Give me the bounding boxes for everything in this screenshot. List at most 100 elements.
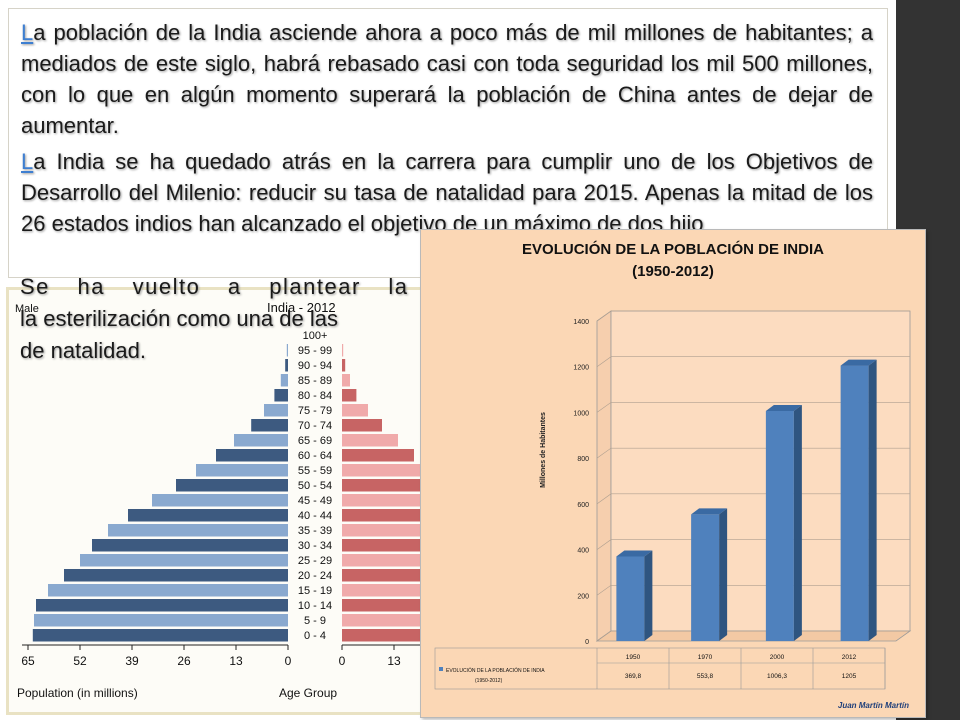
age-group-label: 50 - 54 [298,480,332,492]
data-table-legend-key [439,667,443,671]
y-tick-label: 1200 [573,365,589,372]
male-bar [128,509,288,522]
paragraph-2-text: a India se ha quedado atrás en la carrer… [21,149,873,236]
data-table-legend-sub: (1950-2012) [475,678,503,684]
bar-top [616,550,653,557]
y-tick-label: 0 [585,639,589,646]
age-group-label: 0 - 4 [304,630,326,642]
male-bar [92,539,288,552]
bar-front [616,556,645,641]
female-bar [342,449,414,462]
y-gridline [596,310,910,322]
age-group-label: 40 - 44 [298,510,332,522]
female-bar [342,599,443,612]
y-gridline [596,539,910,550]
data-table-category: 2000 [770,654,785,661]
bar-side [868,359,877,641]
age-group-label: 85 - 89 [298,375,332,387]
female-bar [342,494,443,507]
male-bar [34,614,288,627]
female-bar [342,389,357,402]
female-bar [342,344,344,357]
text-box: La población de la India asciende ahora … [8,8,888,278]
male-bar [80,554,288,567]
female-bar [342,554,443,567]
y-gridline [596,402,910,413]
female-bar [342,404,368,417]
y-axis-title: Millones de Habitantes [540,412,547,488]
bar-top [840,359,877,366]
pyramid-title: India - 2012 [267,300,336,315]
plot-left-wall [596,310,612,642]
female-bar [342,419,382,432]
female-bar [342,479,443,492]
male-bar [264,404,288,417]
male-bar [196,464,288,477]
credit-label: Juan Martín Martín [838,701,909,710]
x-tick-label: 0 [339,654,346,668]
y-gridline [596,630,910,642]
female-bar [342,464,430,477]
male-bar [108,524,288,537]
female-bar [342,569,443,582]
male-bar [64,569,288,582]
male-bar [280,374,288,387]
bar-top [765,404,802,411]
female-bar [342,539,443,552]
y-tick-label: 600 [577,502,589,509]
population-evolution-chart: EVOLUCIÓN DE LA POBLACIÓN DE INDIA (1950-… [420,229,926,718]
x-tick-label: 13 [229,654,243,668]
bar-side [719,508,728,641]
male-bar [274,389,288,402]
x-tick-label: 26 [177,654,191,668]
data-table-value: 553,8 [697,673,714,680]
bar-side [793,404,802,641]
age-group-label: 10 - 14 [298,600,332,612]
male-bar [285,359,288,372]
age-group-label: 70 - 74 [298,420,332,432]
y-tick-label: 200 [577,593,589,600]
y-tick-label: 400 [577,548,589,555]
age-group-label: 95 - 99 [298,345,332,357]
female-bar [342,434,398,447]
bar-front [691,514,720,641]
age-group-label: 55 - 59 [298,465,332,477]
age-group-label: 15 - 19 [298,585,332,597]
x-tick-label: 0 [285,654,292,668]
female-bar [342,374,350,387]
female-bar [342,584,443,597]
paragraph-1-text: a población de la India asciende ahora a… [21,20,873,138]
data-table-category: 2012 [842,654,857,661]
age-group-label: 25 - 29 [298,555,332,567]
male-bar [216,449,288,462]
evolution-chart-title: EVOLUCIÓN DE LA POBLACIÓN DE INDIA [522,240,824,258]
x-tick-label: 39 [125,654,139,668]
y-tick-label: 1000 [573,410,589,417]
male-bar [234,434,288,447]
population-evolution-svg: EVOLUCIÓN DE LA POBLACIÓN DE INDIA (1950-… [434,240,912,710]
female-bar [342,614,443,627]
y-gridline [596,447,910,459]
male-legend-label: Male [15,303,39,315]
population-pyramid-chart: Male India - 2012 100+ 95 - 99 90 - 94 85 - 8… [6,287,446,715]
age-group-label: 75 - 79 [298,405,332,417]
female-bar [342,629,443,642]
female-bar [342,524,443,537]
data-table-value: 1006,3 [767,673,787,680]
y-tick-label: 800 [577,456,589,463]
age-group-label: 20 - 24 [298,570,332,582]
x-tick-label: 65 [21,654,35,668]
male-bar [251,419,288,432]
male-bar [32,629,288,642]
population-pyramid-svg: Male India - 2012 100+ 95 - 99 90 - 94 85 - 8… [15,300,443,700]
data-table-category: 1950 [626,654,641,661]
y-gridline [596,584,910,596]
female-bar [342,359,346,372]
age-group-label: 60 - 64 [298,450,332,462]
data-table-value: 369,8 [625,673,642,680]
bar-front [840,365,869,641]
male-bar [48,584,288,597]
y-tick-label: 1400 [573,319,589,326]
age-group-title: Age Group [279,686,337,700]
y-gridline [596,493,910,505]
